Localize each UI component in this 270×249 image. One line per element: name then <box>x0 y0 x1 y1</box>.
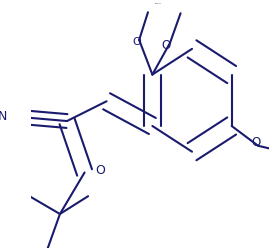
Text: methoxy: methoxy <box>182 10 188 11</box>
Text: O: O <box>96 164 105 177</box>
Text: O: O <box>161 39 170 52</box>
Text: O: O <box>252 136 261 149</box>
Text: N: N <box>0 110 7 123</box>
Text: methoxy1: methoxy1 <box>155 3 162 4</box>
Text: O: O <box>132 37 141 47</box>
